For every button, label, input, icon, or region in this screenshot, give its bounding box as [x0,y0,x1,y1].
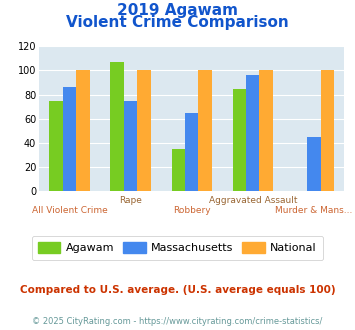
Text: Compared to U.S. average. (U.S. average equals 100): Compared to U.S. average. (U.S. average … [20,285,335,295]
Legend: Agawam, Massachusetts, National: Agawam, Massachusetts, National [32,236,323,260]
Bar [198,70,212,191]
Bar [63,87,76,191]
Text: 2019 Agawam: 2019 Agawam [117,3,238,18]
Bar [185,113,198,191]
Text: Rape: Rape [119,196,142,205]
Bar [307,137,321,191]
Bar [137,70,151,191]
Text: © 2025 CityRating.com - https://www.cityrating.com/crime-statistics/: © 2025 CityRating.com - https://www.city… [32,317,323,326]
Text: Violent Crime Comparison: Violent Crime Comparison [66,15,289,30]
Text: Robbery: Robbery [173,206,211,215]
Bar [171,149,185,191]
Text: Aggravated Assault: Aggravated Assault [208,196,297,205]
Text: All Violent Crime: All Violent Crime [32,206,108,215]
Bar [76,70,90,191]
Bar [321,70,334,191]
Text: Murder & Mans...: Murder & Mans... [275,206,353,215]
Bar [260,70,273,191]
Bar [110,62,124,191]
Bar [49,101,63,191]
Bar [233,88,246,191]
Bar [246,75,260,191]
Bar [124,101,137,191]
